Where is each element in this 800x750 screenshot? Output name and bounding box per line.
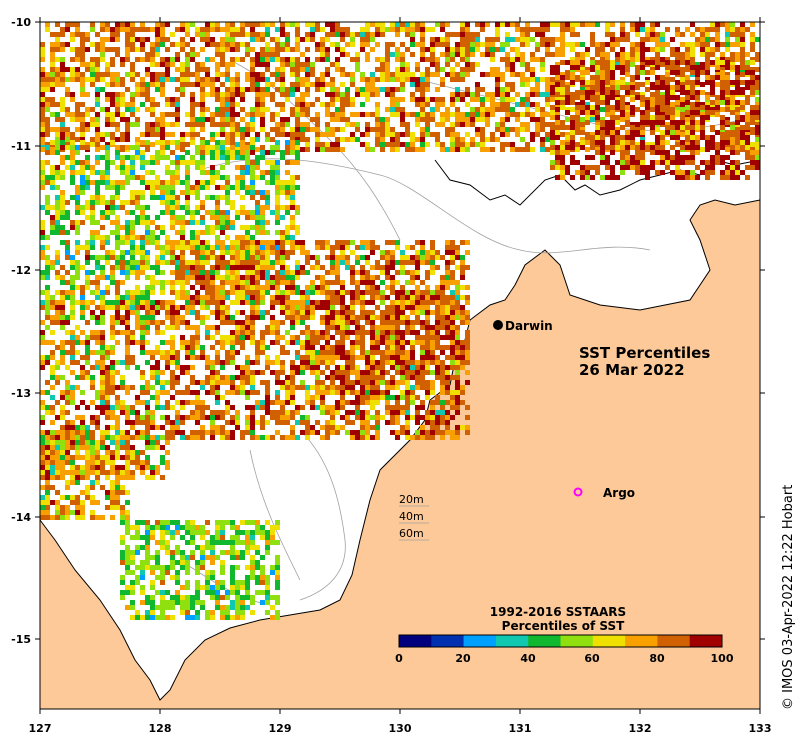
colorbar-swatches <box>399 635 723 647</box>
lon-tick-129: 129 <box>269 722 292 735</box>
depth-20m-label: 20m <box>399 493 424 506</box>
lat-tick-15: -15 <box>11 633 31 646</box>
darwin-label: Darwin <box>505 319 553 333</box>
lat-tick-10: -10 <box>11 16 31 29</box>
map-title: SST Percentiles <box>579 344 710 362</box>
colorbar-swatch <box>657 635 690 647</box>
darwin-marker <box>493 320 503 330</box>
lat-tick-13: -13 <box>11 387 31 400</box>
lat-tick-11: -11 <box>11 140 31 153</box>
colorbar-tick-40: 40 <box>520 652 536 665</box>
colorbar-swatch <box>528 635 561 647</box>
colorbar-swatch <box>689 635 723 647</box>
credit-text: © IMOS 03-Apr-2022 12:22 Hobart <box>781 485 796 710</box>
argo-marker <box>573 487 583 497</box>
colorbar-swatch <box>431 635 464 647</box>
colorbar-tick-80: 80 <box>649 652 665 665</box>
colorbar-tick-60: 60 <box>584 652 600 665</box>
colorbar: 1992-2016 SSTAARS Percentiles of SST 0 2… <box>395 605 734 665</box>
colorbar-swatch <box>399 635 432 647</box>
sst-percentile-pixels <box>40 22 760 620</box>
lon-tick-132: 132 <box>629 722 652 735</box>
lon-tick-133: 133 <box>749 722 772 735</box>
map-date: 26 Mar 2022 <box>579 361 685 379</box>
colorbar-swatch <box>560 635 594 647</box>
lon-tick-128: 128 <box>149 722 172 735</box>
colorbar-swatch <box>592 635 626 647</box>
colorbar-tick-20: 20 <box>455 652 471 665</box>
colorbar-title: 1992-2016 SSTAARS <box>490 605 626 619</box>
colorbar-frame <box>398 634 723 648</box>
colorbar-swatch <box>625 635 658 647</box>
lat-tick-14: -14 <box>11 511 31 524</box>
bathymetry-legend: 20m 40m 60m <box>399 493 429 541</box>
latitude-axis: -10 -11 -12 -13 -14 -15 <box>11 16 765 646</box>
colorbar-swatch <box>463 635 497 647</box>
lon-tick-131: 131 <box>509 722 532 735</box>
longitude-axis: 127 128 129 130 131 132 133 <box>29 17 772 735</box>
colorbar-tick-0: 0 <box>395 652 403 665</box>
colorbar-swatch <box>495 635 529 647</box>
argo-label: Argo <box>603 486 635 500</box>
colorbar-subtitle: Percentiles of SST <box>502 619 625 633</box>
lat-tick-12: -12 <box>11 264 31 277</box>
colorbar-tick-100: 100 <box>711 652 734 665</box>
depth-60m-label: 60m <box>399 527 424 540</box>
depth-40m-label: 40m <box>399 510 424 523</box>
lon-tick-130: 130 <box>389 722 412 735</box>
lon-tick-127: 127 <box>29 722 52 735</box>
